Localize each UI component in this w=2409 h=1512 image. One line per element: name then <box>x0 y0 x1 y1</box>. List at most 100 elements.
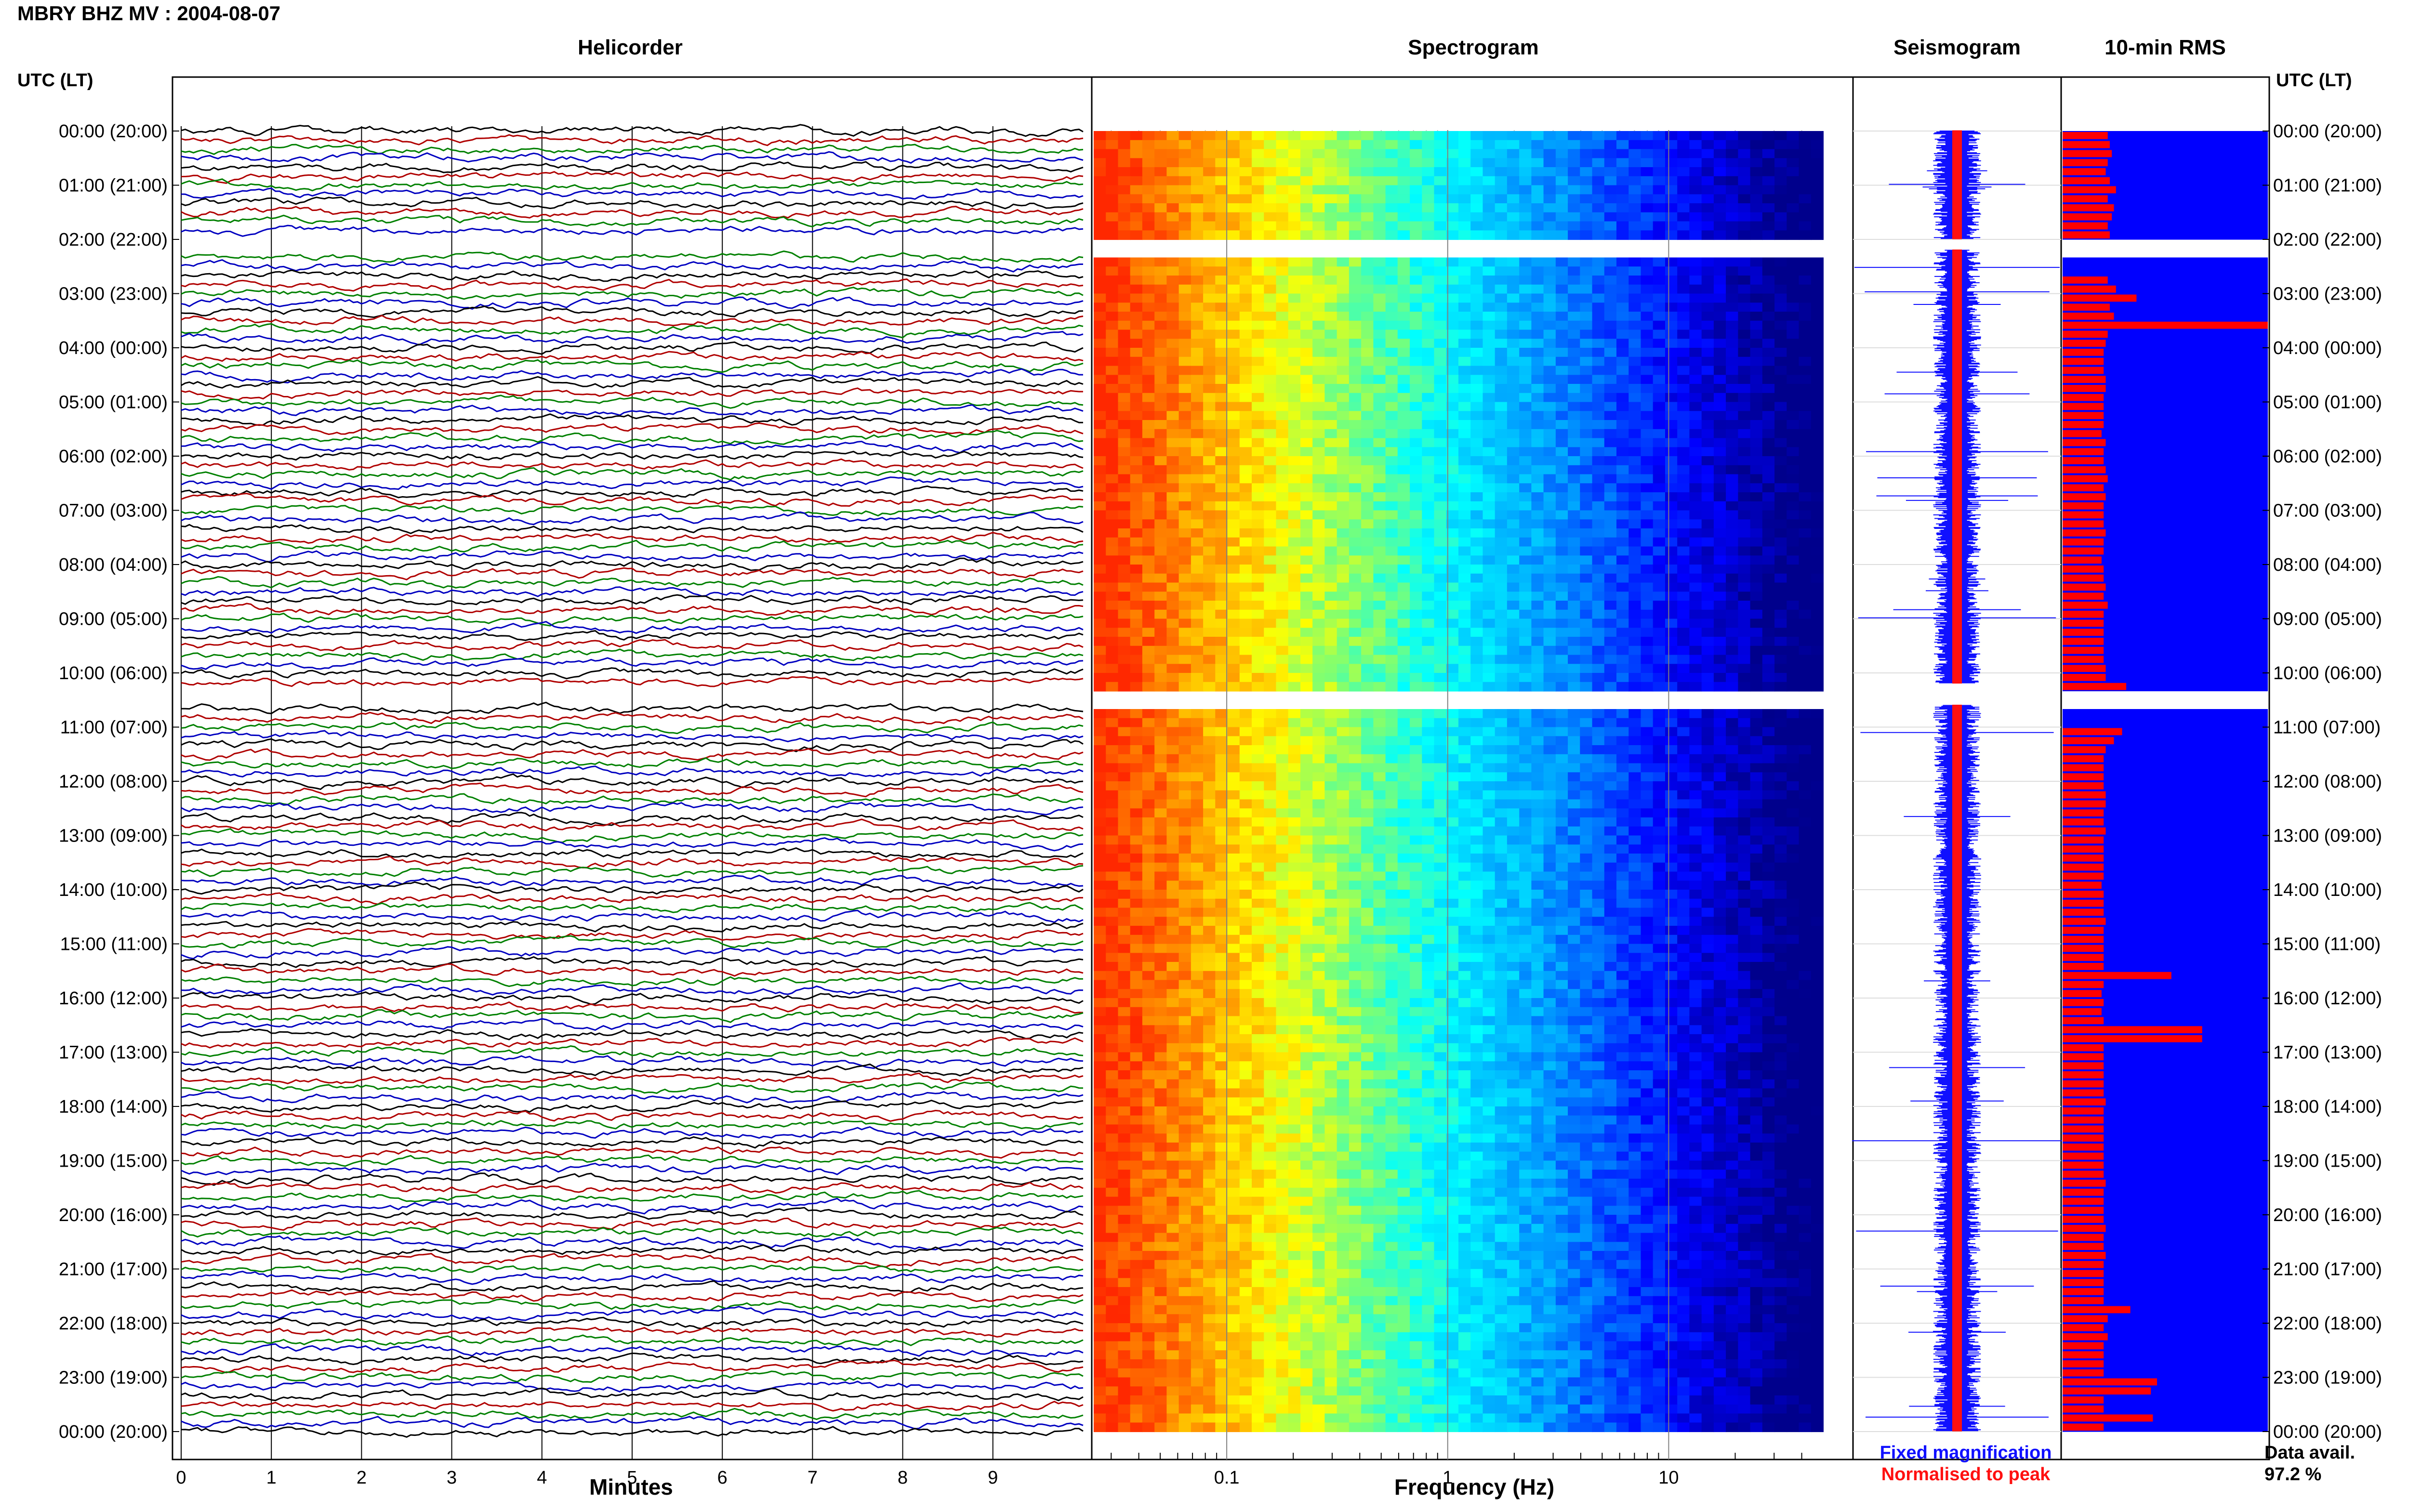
spectrogram-cell <box>1337 601 1350 610</box>
spectrogram-cell <box>1568 429 1581 439</box>
spectrogram-cell <box>1580 573 1593 583</box>
spectrogram-cell <box>1555 320 1569 330</box>
spectrogram-cell <box>1239 221 1252 231</box>
spectrogram-cell <box>1799 483 1812 493</box>
spectrogram-cell <box>1300 808 1313 818</box>
spectrogram-cell <box>1410 185 1423 195</box>
spectrogram-cell <box>1203 411 1216 421</box>
spectrogram-cell <box>1385 411 1398 421</box>
spectrogram-cell <box>1361 709 1374 719</box>
spectrogram-cell <box>1288 898 1301 908</box>
spectrogram-cell <box>1264 826 1277 836</box>
spectrogram-cell <box>1118 483 1131 493</box>
spectrogram-cell <box>1689 348 1702 357</box>
spectrogram-cell <box>1580 456 1593 466</box>
spectrogram-cell <box>1118 582 1131 592</box>
spectrogram-cell <box>1324 312 1337 321</box>
spectrogram-cell <box>1592 131 1605 141</box>
spectrogram-cell <box>1410 565 1423 574</box>
spectrogram-cell <box>1787 528 1800 538</box>
spectrogram-cell <box>1118 790 1131 800</box>
spectrogram-cell <box>1665 862 1678 872</box>
spectrogram-cell <box>1580 384 1593 394</box>
spectrogram-cell <box>1191 131 1204 141</box>
spectrogram-cell <box>1604 709 1617 719</box>
spectrogram-cell <box>1531 456 1544 466</box>
spectrogram-cell <box>1543 637 1556 646</box>
spectrogram-cell <box>1787 862 1800 872</box>
spectrogram-cell <box>1531 745 1544 755</box>
spectrogram-cell <box>1799 329 1812 340</box>
spectrogram-cell <box>1154 212 1167 222</box>
spectrogram-cell <box>1628 799 1641 809</box>
spectrogram-cell <box>1568 718 1581 728</box>
spectrogram-cell <box>1604 276 1617 285</box>
spectrogram-cell <box>1239 582 1252 592</box>
spectrogram-cell <box>1264 907 1277 918</box>
spectrogram-cell <box>1094 402 1107 412</box>
spectrogram-cell <box>1726 131 1739 141</box>
spectrogram-cell <box>1628 781 1641 791</box>
spectrogram-cell <box>1178 745 1191 755</box>
spectrogram-cell <box>1434 546 1447 556</box>
spectrogram-cell <box>1276 664 1289 674</box>
spectrogram-cell <box>1568 817 1581 827</box>
spectrogram-cell <box>1300 881 1313 891</box>
spectrogram-cell <box>1300 185 1313 195</box>
spectrogram-cell <box>1324 384 1337 394</box>
spectrogram-cell <box>1215 907 1228 918</box>
spectrogram-cell <box>1191 194 1204 204</box>
spectrogram-cell <box>1166 601 1179 610</box>
spectrogram-cell <box>1252 501 1265 511</box>
spectrogram-cell <box>1701 664 1714 674</box>
spectrogram-cell <box>1446 176 1459 186</box>
spectrogram-cell <box>1726 492 1739 502</box>
spectrogram-cell <box>1628 592 1641 602</box>
spectrogram-cell <box>1154 601 1167 610</box>
spectrogram-cell <box>1300 429 1313 439</box>
spectrogram-cell <box>1349 429 1362 439</box>
spectrogram-cell <box>1750 609 1763 619</box>
spectrogram-cell <box>1288 329 1301 340</box>
spectrogram-cell <box>1458 167 1471 177</box>
spectrogram-cell <box>1592 881 1605 891</box>
spectrogram-cell <box>1203 203 1216 213</box>
spectrogram-cell <box>1215 601 1228 610</box>
spectrogram-cell <box>1580 736 1593 746</box>
spectrogram-cell <box>1154 645 1167 656</box>
spectrogram-cell <box>1495 185 1508 195</box>
spectrogram-cell <box>1713 826 1727 836</box>
spectrogram-cell <box>1166 176 1179 186</box>
spectrogram-cell <box>1811 862 1824 872</box>
spectrogram-cell <box>1592 555 1605 565</box>
spectrogram-cell <box>1324 736 1337 746</box>
spectrogram-cell <box>1252 890 1265 899</box>
spectrogram-cell <box>1580 501 1593 511</box>
spectrogram-cell <box>1276 772 1289 782</box>
spectrogram-cell <box>1276 420 1289 430</box>
spectrogram-cell <box>1130 854 1143 863</box>
spectrogram-cell <box>1288 565 1301 574</box>
spectrogram-cell <box>1094 429 1107 439</box>
spectrogram-cell <box>1434 375 1447 385</box>
spectrogram-cell <box>1628 881 1641 891</box>
spectrogram-cell <box>1252 492 1265 502</box>
spectrogram-cell <box>1130 167 1143 177</box>
spectrogram-cell <box>1641 492 1654 502</box>
spectrogram-cell <box>1349 745 1362 755</box>
spectrogram-cell <box>1227 854 1240 863</box>
spectrogram-cell <box>1239 176 1252 186</box>
spectrogram-cell <box>1239 375 1252 385</box>
spectrogram-cell <box>1799 772 1812 782</box>
spectrogram-cell <box>1324 329 1337 340</box>
spectrogram-cell <box>1543 772 1556 782</box>
spectrogram-cell <box>1507 221 1520 231</box>
spectrogram-cell <box>1312 266 1325 276</box>
spectrogram-cell <box>1142 655 1155 665</box>
spectrogram-cell <box>1337 826 1350 836</box>
spectrogram-cell <box>1324 799 1337 809</box>
spectrogram-cell <box>1628 745 1641 755</box>
spectrogram-cell <box>1568 844 1581 855</box>
spectrogram-cell <box>1531 356 1544 367</box>
spectrogram-cell <box>1604 835 1617 845</box>
